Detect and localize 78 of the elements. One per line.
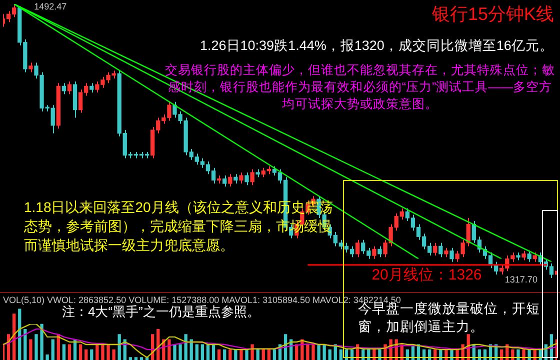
bar	[62, 344, 66, 360]
bar	[262, 349, 265, 360]
bar	[40, 324, 44, 360]
bar	[90, 349, 94, 360]
bar	[134, 357, 138, 360]
bar	[84, 349, 88, 360]
chart-title: 银行15分钟K线	[432, 3, 554, 26]
candlestick	[378, 246, 382, 258]
bar	[184, 334, 188, 360]
annotation: 1317.70	[504, 274, 538, 284]
candlestick	[527, 250, 532, 262]
candlestick	[522, 250, 526, 261]
bar	[118, 334, 121, 360]
bar	[34, 334, 38, 360]
bar	[106, 344, 110, 360]
bar	[140, 357, 144, 360]
ref-line-label: 20月线位：1326	[372, 266, 482, 284]
bar	[245, 349, 248, 360]
bar	[78, 344, 82, 360]
bar	[306, 344, 310, 360]
bar	[511, 349, 514, 360]
candlestick	[234, 174, 238, 184]
candlestick	[450, 247, 454, 262]
candlestick	[433, 242, 438, 256]
bar	[96, 344, 99, 360]
bar	[168, 339, 171, 360]
bar	[223, 349, 226, 360]
bar	[195, 344, 198, 360]
candlestick	[438, 242, 443, 258]
bar	[200, 344, 204, 360]
candlestick	[62, 82, 66, 95]
bar	[272, 349, 276, 360]
bar	[101, 344, 104, 360]
candlestick	[222, 175, 227, 187]
bar	[178, 344, 182, 360]
annotation: 注：4大“黑手”之一仍是重点参照。	[62, 304, 261, 321]
candlestick	[239, 172, 244, 184]
bar	[312, 344, 315, 360]
bar	[206, 344, 210, 360]
annotation: 1.26日10:39跌1.44%，报1320，成交同比微增至16亿元。	[200, 37, 554, 55]
bar	[328, 349, 332, 360]
candlestick	[90, 82, 94, 93]
bar	[250, 344, 254, 360]
candlestick	[532, 252, 537, 262]
candlestick	[372, 246, 376, 260]
bar	[372, 349, 376, 360]
bar	[317, 344, 320, 360]
bar	[322, 344, 326, 360]
bar	[217, 349, 221, 360]
bar	[378, 349, 382, 360]
bar	[228, 349, 232, 360]
bar	[212, 344, 216, 360]
bar	[112, 349, 116, 360]
candlestick	[28, 62, 33, 73]
candlestick	[67, 81, 72, 95]
candlestick	[355, 239, 360, 258]
annotation: 1492.47	[34, 1, 67, 12]
bar	[339, 349, 343, 360]
bar	[68, 344, 72, 360]
bar	[516, 349, 520, 360]
bar	[256, 349, 260, 360]
bar	[18, 308, 22, 360]
bar	[29, 339, 32, 360]
bar	[3, 344, 5, 360]
bar	[46, 354, 49, 360]
bar	[190, 339, 193, 360]
candlestick	[244, 172, 249, 186]
bar	[267, 349, 270, 360]
bar	[128, 357, 132, 360]
bar	[234, 349, 238, 360]
candlestick	[250, 168, 254, 186]
bar	[51, 339, 54, 360]
candlestick	[444, 247, 448, 258]
bar	[240, 349, 243, 360]
bar	[173, 344, 176, 360]
bar	[522, 349, 526, 360]
bar	[24, 328, 27, 360]
candlestick	[228, 174, 232, 187]
